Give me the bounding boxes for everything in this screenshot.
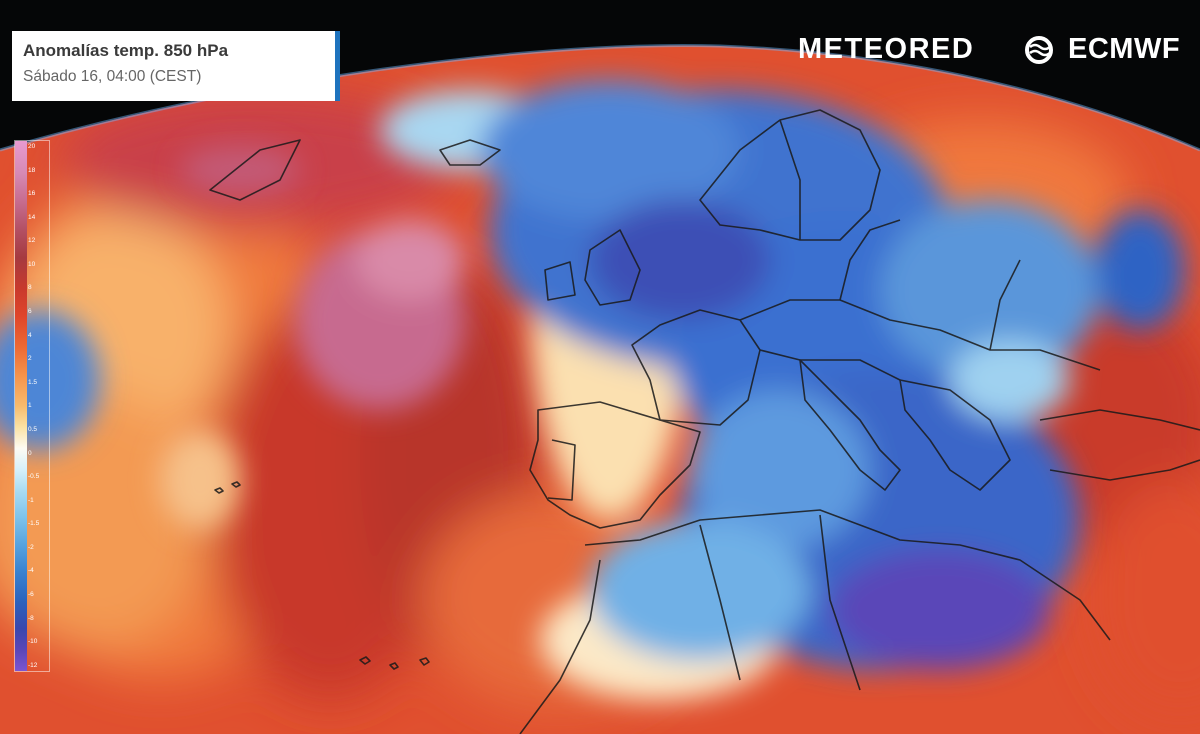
color-scale-bar	[15, 141, 27, 671]
legend-tick-label: 0.5	[28, 425, 38, 433]
legend-tick-label: -0.5	[28, 473, 40, 481]
color-scale-ticks: 20 18 16 14 12 10 8 6 4 2 1.5 1 0.5 0 -0.5 -1 -1.5 -2 -4 -6…	[28, 143, 48, 669]
legend-tick-label: 1.5	[28, 378, 38, 386]
map-title: Anomalías temp. 850 hPa	[23, 41, 229, 60]
legend-tick-label: 8	[28, 284, 32, 292]
ecmwf-wordmark: ECMWF	[1068, 33, 1181, 65]
legend-tick-label: 18	[28, 166, 36, 174]
ecmwf-logo: ECMWF	[1024, 33, 1180, 66]
legend-tick-label: -1	[28, 496, 34, 504]
legend-tick-label: -2	[28, 543, 34, 551]
legend-tick-label: 20	[28, 143, 36, 150]
map-title-box: Anomalías temp. 850 hPa Sábado 16, 04:00…	[12, 31, 340, 101]
legend-tick-label: 6	[28, 308, 32, 316]
ecmwf-emblem-icon	[1025, 35, 1053, 64]
legend-tick-label: 2	[28, 355, 32, 363]
legend-tick-label: 10	[28, 260, 36, 268]
legend-tick-label: -4	[28, 567, 34, 575]
legend-tick-label: -6	[28, 590, 34, 598]
legend-tick-label: 0	[28, 449, 32, 457]
legend-tick-label: -1.5	[28, 520, 40, 528]
map-timestamp: Sábado 16, 04:00 (CEST)	[23, 68, 202, 85]
legend-tick-label: 1	[28, 402, 32, 410]
color-scale-legend: 20 18 16 14 12 10 8 6 4 2 1.5 1 0.5 0 -0.5 -1 -1.5 -2 -4 -6…	[14, 140, 50, 672]
legend-tick-label: 12	[28, 237, 36, 245]
meteored-logo: METEORED	[798, 33, 975, 65]
legend-tick-label: 14	[28, 213, 36, 221]
legend-tick-label: -12	[28, 661, 38, 669]
legend-tick-label: 16	[28, 190, 36, 198]
legend-tick-label: 4	[28, 331, 32, 339]
legend-tick-label: -8	[28, 614, 34, 622]
legend-tick-label: -10	[28, 638, 38, 646]
